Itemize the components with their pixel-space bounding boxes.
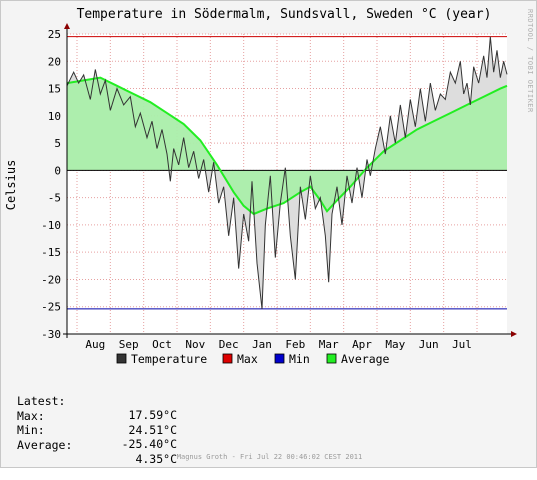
y-tick-label: 25 xyxy=(48,28,61,41)
stat-label: Latest: xyxy=(17,394,66,408)
y-tick-label: 10 xyxy=(48,110,61,123)
legend-swatch xyxy=(274,353,285,364)
chart-title: Temperature in Södermalm, Sundsvall, Swe… xyxy=(77,7,492,22)
legend-swatch xyxy=(222,353,233,364)
y-tick-label: -10 xyxy=(41,219,61,232)
temperature-line xyxy=(66,36,508,309)
stat-row-average: Average: 4.35°C xyxy=(17,424,177,466)
x-tick-label: Mar xyxy=(319,338,339,351)
legend-swatch xyxy=(116,353,127,364)
stat-value: 24.51°C xyxy=(128,422,177,437)
legend-label: Min xyxy=(289,352,310,366)
y-tick-label: -15 xyxy=(41,246,61,259)
stat-value: 4.35°C xyxy=(135,451,177,466)
x-tick-label: May xyxy=(385,338,405,351)
x-tick-label: Sep xyxy=(119,338,139,351)
x-axis-arrow xyxy=(511,331,517,337)
legend-label: Max xyxy=(237,352,258,366)
rrdtool-watermark: RRDTOOL / TOBI OETIKER xyxy=(526,9,534,113)
y-axis-arrow xyxy=(64,23,70,29)
y-tick-label: -25 xyxy=(41,301,61,314)
legend-label: Temperature xyxy=(131,352,207,366)
y-tick-label: -20 xyxy=(41,273,61,286)
stat-row-latest: Latest: 17.59°C xyxy=(17,380,177,422)
legend-label: Average xyxy=(341,352,390,366)
axes xyxy=(63,23,517,338)
x-tick-label: Dec xyxy=(219,338,239,351)
stat-value: 17.59°C xyxy=(128,408,177,422)
x-tick-label: Oct xyxy=(152,338,172,351)
legend-swatch xyxy=(326,353,337,364)
y-tick-label: -30 xyxy=(41,328,61,341)
x-tick-label: Nov xyxy=(185,338,205,351)
y-tick-labels: 25 20 15 10 5 0 -5 -10 -15 -20 -25 -30 xyxy=(41,28,61,341)
y-tick-label: 0 xyxy=(54,164,61,177)
temperature-chart: Temperature in Södermalm, Sundsvall, Swe… xyxy=(4,7,517,366)
x-tick-label: Aug xyxy=(85,338,105,351)
x-tick-label: Jan xyxy=(252,338,272,351)
x-tick-labels: Aug Sep Oct Nov Dec Jan Feb Mar Apr May Jun Jul xyxy=(85,338,472,351)
y-tick-label: 15 xyxy=(48,83,61,96)
stat-row-max: Max: 24.51°C xyxy=(17,395,177,437)
stat-value: -25.40°C xyxy=(121,437,177,451)
stat-row-min: Min: -25.40°C xyxy=(17,409,177,451)
x-tick-label: Feb xyxy=(285,338,305,351)
chart-frame: Temperature in Södermalm, Sundsvall, Swe… xyxy=(0,0,537,468)
x-tick-label: Apr xyxy=(352,338,372,351)
y-tick-label: -5 xyxy=(48,192,61,205)
footer-credit: Magnus Groth - Fri Jul 22 00:46:02 CEST … xyxy=(176,453,363,461)
legend: Temperature Max Min Average xyxy=(116,352,390,366)
stat-label: Max: xyxy=(17,408,45,423)
y-tick-label: 5 xyxy=(54,137,61,150)
series-lines xyxy=(66,36,508,310)
stat-label: Average: xyxy=(17,437,73,452)
x-tick-label: Jun xyxy=(419,338,439,351)
y-tick-label: 20 xyxy=(48,55,61,68)
stat-label: Min: xyxy=(17,423,45,437)
y-axis-label: Celsius xyxy=(4,160,18,211)
stats-block: Latest: 17.59°C Max: 24.51°C Min: -25.40… xyxy=(17,380,177,466)
x-tick-label: Jul xyxy=(452,338,472,351)
